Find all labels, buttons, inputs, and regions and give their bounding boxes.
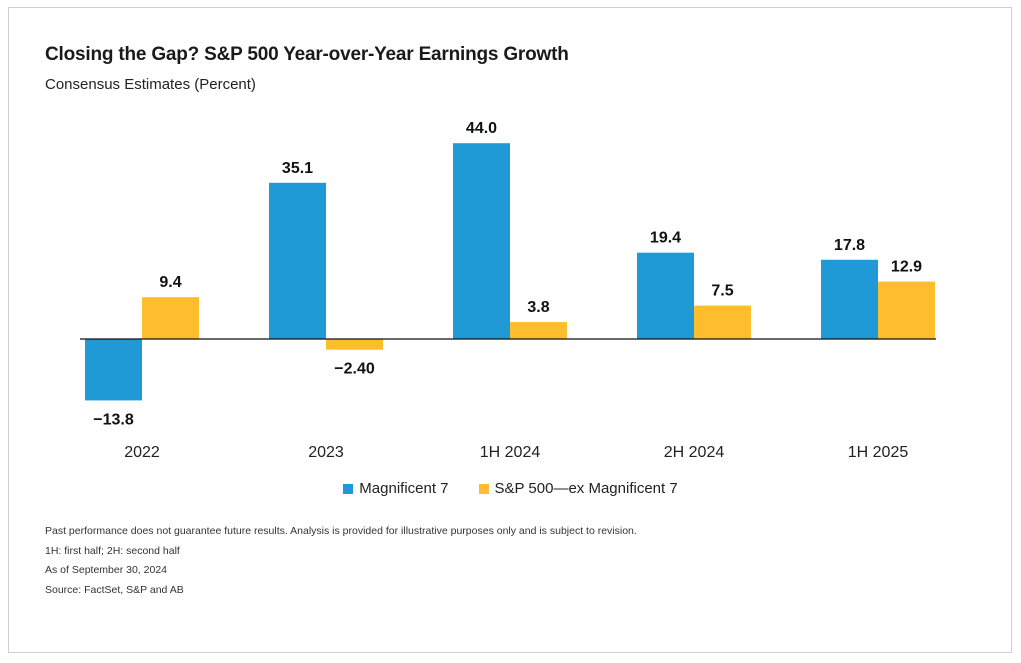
data-label-ex-magnificent-7-0: 9.4 — [159, 274, 181, 291]
chart-title: Closing the Gap? S&P 500 Year-over-Year … — [45, 44, 569, 65]
legend: Magnificent 7 S&P 500—ex Magnificent 7 — [0, 480, 1021, 497]
bar-ex-magnificent-7-0 — [142, 297, 199, 339]
legend-swatch-ex-magnificent-7 — [478, 483, 489, 494]
bar-magnificent-7-0 — [85, 339, 142, 401]
footnote-disclaimer: Past performance does not guarantee futu… — [45, 525, 637, 537]
data-label-ex-magnificent-7-3: 7.5 — [711, 283, 733, 300]
data-label-magnificent-7-2: 44.0 — [466, 120, 497, 137]
bar-magnificent-7-1 — [269, 182, 326, 339]
bar-ex-magnificent-7-4 — [878, 281, 935, 339]
footnote-as-of: As of September 30, 2024 — [45, 564, 167, 576]
legend-item-magnificent-7: Magnificent 7 — [343, 480, 449, 497]
category-label-0: 2022 — [124, 444, 160, 461]
bar-magnificent-7-3 — [637, 252, 694, 339]
footnote-source: Source: FactSet, S&P and AB — [45, 583, 184, 596]
legend-label-magnificent-7: Magnificent 7 — [359, 480, 449, 497]
data-label-magnificent-7-1: 35.1 — [282, 160, 313, 177]
data-label-ex-magnificent-7-4: 12.9 — [891, 259, 922, 276]
category-label-2: 1H 2024 — [480, 444, 541, 461]
data-label-ex-magnificent-7-1: −2.40 — [334, 361, 375, 378]
data-label-ex-magnificent-7-2: 3.8 — [527, 299, 549, 316]
data-label-magnificent-7-3: 19.4 — [650, 230, 681, 247]
legend-item-ex-magnificent-7: S&P 500—ex Magnificent 7 — [478, 480, 678, 497]
bar-ex-magnificent-7-1 — [326, 339, 383, 350]
category-label-3: 2H 2024 — [664, 444, 725, 461]
legend-label-ex-magnificent-7: S&P 500—ex Magnificent 7 — [494, 480, 678, 497]
bar-ex-magnificent-7-3 — [694, 305, 751, 339]
data-label-magnificent-7-0: −13.8 — [93, 411, 134, 428]
data-label-magnificent-7-4: 17.8 — [834, 237, 865, 254]
category-label-1: 2023 — [308, 444, 344, 461]
bar-magnificent-7-2 — [453, 143, 510, 339]
footnote-halves: 1H: first half; 2H: second half — [45, 544, 180, 557]
footnotes: Past performance does not guarantee futu… — [45, 522, 637, 600]
bar-ex-magnificent-7-2 — [510, 322, 567, 339]
category-label-4: 1H 2025 — [848, 444, 909, 461]
bar-magnificent-7-4 — [821, 259, 878, 339]
chart-subtitle: Consensus Estimates (Percent) — [45, 76, 256, 93]
legend-swatch-magnificent-7 — [343, 483, 354, 494]
